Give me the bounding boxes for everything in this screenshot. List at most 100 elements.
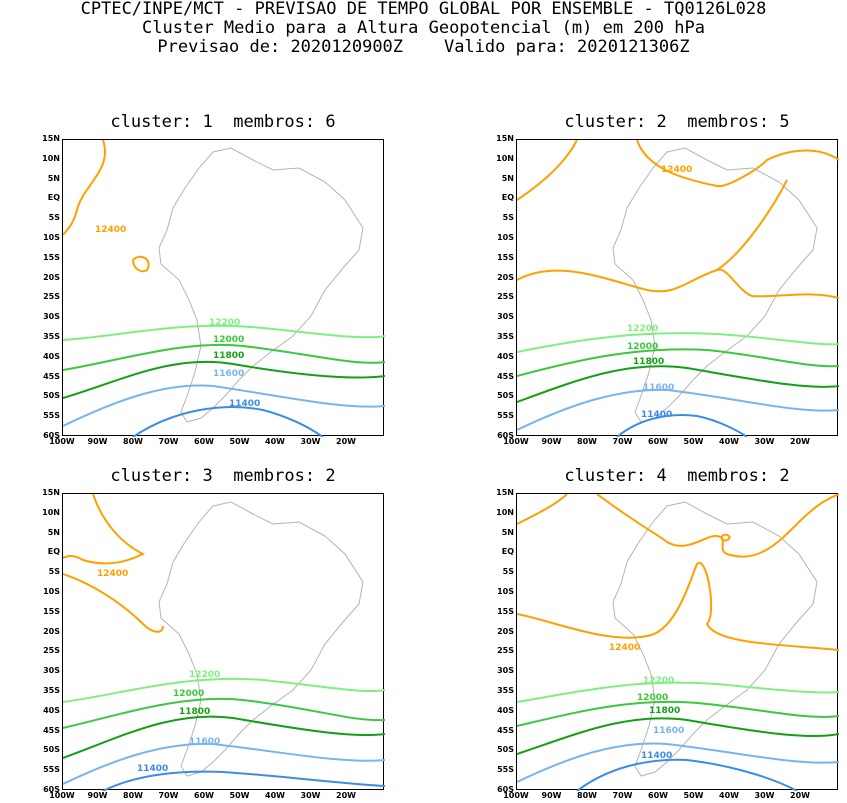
lat-tick-label: EQ [47, 193, 60, 203]
contour-c12000 [63, 697, 385, 729]
contour-label-c12400: 12400 [609, 643, 640, 653]
lat-tick-label: 5S [502, 567, 514, 577]
lat-tick-label: 25S [43, 646, 60, 656]
contour-c12400 [596, 494, 839, 558]
lat-tick-label: 30S [497, 312, 514, 322]
cluster-map: 12400 12200 12000 11800 11600 11400 [62, 139, 385, 437]
lon-tick-label: 90W [87, 437, 108, 446]
contour-c12400 [517, 140, 578, 201]
lon-tick-label: 100W [503, 437, 529, 446]
lat-tick-label: 45S [497, 371, 514, 381]
contour-c12400 [720, 533, 731, 542]
lat-tick-label: 35S [43, 686, 60, 695]
lat-tick-label: 55S [43, 411, 60, 421]
contour-c12400 [63, 573, 164, 633]
lat-tick-label: 40S [43, 351, 60, 361]
contour-c12400 [716, 179, 788, 271]
lat-tick-label: 10S [43, 233, 60, 242]
lat-tick-label: 5S [48, 213, 60, 223]
contour-c12000 [63, 343, 385, 371]
contour-c11800 [517, 365, 839, 403]
lat-tick-label: 5N [47, 527, 60, 537]
lat-tick-label: 10N [496, 153, 514, 163]
lat-tick-label: 45S [43, 725, 60, 735]
lat-tick-label: 30S [43, 312, 60, 322]
contour-label-c11400: 11400 [641, 410, 672, 420]
lat-tick-label: 55S [43, 765, 60, 775]
contour-label-c12400: 12400 [661, 165, 692, 175]
contour-label-c11800: 11800 [179, 707, 210, 717]
lat-tick-label: 55S [497, 411, 514, 421]
lon-tick-label: 60W [194, 791, 214, 800]
lat-tick-label: 30S [497, 666, 514, 676]
contour-c11800 [63, 715, 385, 759]
contour-label-c11600: 11600 [189, 737, 220, 747]
panel-title: cluster: 1 membros: 6 [110, 112, 336, 132]
lon-tick-label: 40W [265, 791, 285, 800]
lat-tick-label: 25S [497, 292, 514, 302]
lat-tick-label: 30S [43, 666, 60, 676]
contour-c12200 [517, 681, 839, 703]
lat-tick-label: 10N [42, 153, 60, 163]
coastline [158, 501, 364, 777]
contour-label-c12400: 12400 [95, 225, 126, 235]
lat-tick-label: 50S [43, 391, 60, 401]
lat-tick-label: EQ [501, 547, 514, 557]
contour-c12200 [517, 332, 839, 353]
lat-tick-label: 60S [43, 431, 60, 440]
contour-label-c12000: 12000 [627, 342, 658, 352]
contour-label-c12200: 12200 [627, 324, 658, 334]
lon-tick-label: 80W [577, 791, 597, 800]
lon-tick-label: 90W [541, 437, 562, 446]
contour-label-c12000: 12000 [213, 335, 244, 345]
contour-c11400 [102, 770, 385, 791]
lon-tick-label: 50W [683, 437, 704, 446]
lat-tick-label: 15N [496, 134, 514, 143]
lat-tick-label: 20S [497, 272, 514, 282]
lon-tick-label: 30W [300, 437, 321, 446]
lon-tick-label: 70W [158, 437, 179, 446]
map-canvas: 12400 12200 12000 11800 11600 11400 [517, 494, 839, 791]
contour-c11400 [132, 406, 324, 437]
lon-tick-label: 90W [87, 791, 108, 800]
contour-c12400 [517, 494, 568, 525]
lat-tick-label: 5N [501, 527, 514, 537]
lon-tick-label: 30W [754, 791, 775, 800]
lon-tick-label: 100W [49, 437, 75, 446]
lon-tick-label: 60W [648, 437, 668, 446]
lon-tick-label: 70W [612, 437, 633, 446]
lat-tick-label: 45S [43, 371, 60, 381]
lat-tick-label: 50S [497, 745, 514, 755]
lat-tick-label: 10S [497, 587, 514, 596]
map-canvas: 12400 12200 12000 11800 11600 11400 [63, 140, 385, 437]
lon-tick-label: 80W [123, 437, 143, 446]
lat-tick-label: 50S [43, 745, 60, 755]
contour-c11600 [517, 388, 839, 431]
lon-tick-label: 100W [503, 791, 529, 800]
lat-tick-label: 15N [42, 134, 60, 143]
lon-tick-label: 80W [123, 791, 143, 800]
lon-tick-label: 90W [541, 791, 562, 800]
lat-tick-label: 5S [48, 567, 60, 577]
contour-c11600 [517, 742, 839, 783]
lon-tick-label: 40W [719, 791, 739, 800]
cluster-map: 12400 12200 12000 11800 11600 11400 [62, 493, 385, 791]
lat-tick-label: EQ [47, 547, 60, 557]
lat-tick-label: 10N [496, 507, 514, 517]
lon-tick-label: 20W [336, 791, 356, 800]
panel-title: cluster: 3 membros: 2 [110, 466, 336, 486]
lat-tick-label: 15S [43, 606, 60, 616]
lat-tick-label: 5S [502, 213, 514, 223]
contour-label-c11800: 11800 [213, 351, 244, 361]
contour-c12400 [63, 494, 146, 565]
contour-c11800 [517, 717, 839, 755]
contour-label-c11600: 11600 [643, 383, 674, 393]
lat-tick-label: 10N [42, 507, 60, 517]
contour-c12200 [63, 677, 385, 703]
coastline [612, 501, 818, 777]
lat-tick-label: 10S [43, 587, 60, 596]
lat-tick-label: 60S [497, 785, 514, 794]
lon-tick-label: 50W [229, 437, 250, 446]
map-canvas: 12400 12200 12000 11800 11600 11400 [63, 494, 385, 791]
header-line-1: CPTEC/INPE/MCT - PREVISAO DE TEMPO GLOBA… [80, 0, 767, 19]
